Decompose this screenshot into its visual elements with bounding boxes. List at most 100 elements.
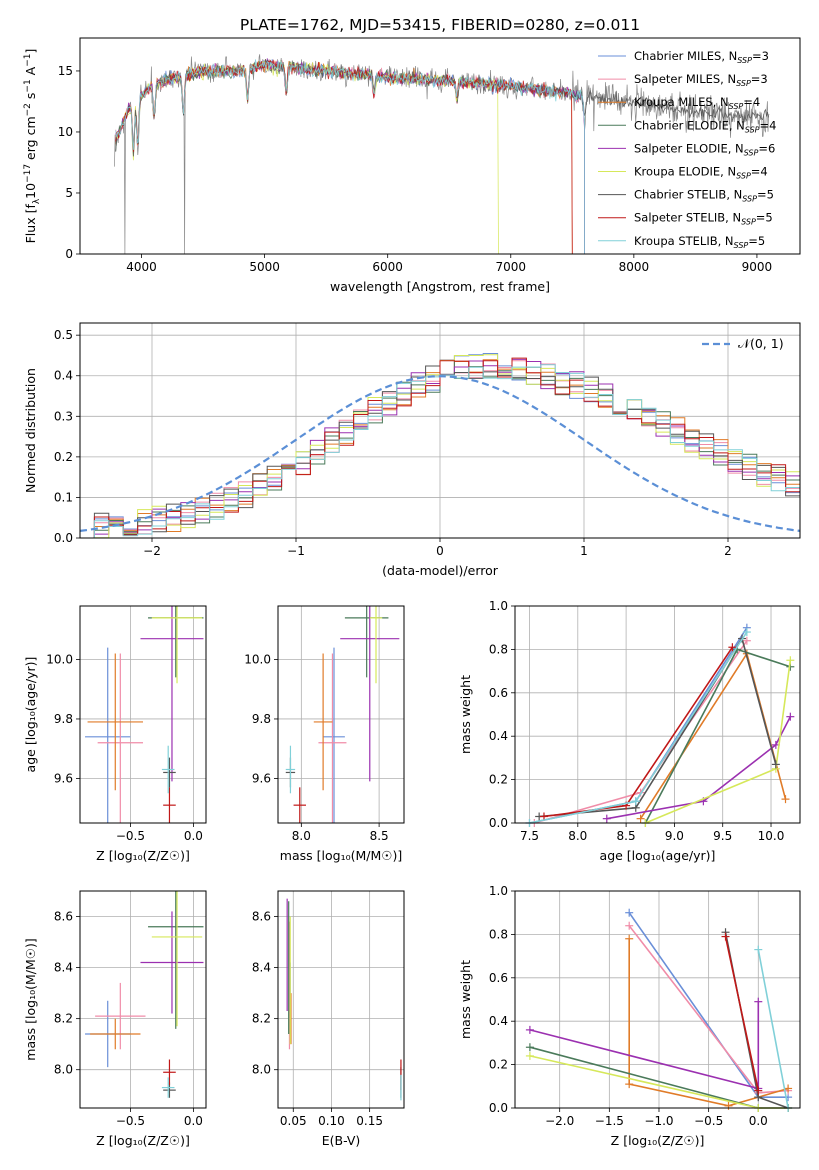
x-axis-label: Z [log₁₀(Z/Z☉)] — [611, 1133, 705, 1148]
legend-entry: Salpeter ELODIE, NSSP=6 — [634, 141, 775, 157]
y-tick-label: 8.6 — [54, 910, 73, 924]
y-tick-label: 8.4 — [54, 961, 73, 975]
y-axis-label: age [log₁₀(age/yr)] — [23, 657, 38, 773]
x-axis-label: Z [log₁₀(Z/Z☉)] — [96, 1133, 190, 1148]
errorbar-point — [163, 1059, 176, 1086]
weight-marker — [525, 1043, 534, 1052]
histograms — [80, 353, 800, 538]
x-tick-label: 0 — [436, 544, 444, 558]
spectrum-lines — [114, 54, 770, 254]
y-axis-label: Normed distribution — [23, 368, 38, 493]
weight-marker — [625, 908, 634, 917]
weight-marker — [786, 656, 795, 665]
x-tick-label: 0.15 — [356, 1114, 383, 1128]
x-tick-label: 0.0 — [749, 1114, 768, 1128]
errorbar-point — [161, 1077, 175, 1098]
errorbar-point — [148, 891, 204, 1029]
weight-marker — [721, 932, 730, 941]
x-tick-label: −1 — [287, 544, 305, 558]
y-tick-label: 8.2 — [54, 1012, 73, 1026]
x-tick-label: 7000 — [495, 260, 526, 274]
x-tick-label: −1.5 — [595, 1114, 624, 1128]
weight-lines — [525, 623, 795, 827]
age-vs-mass-panel: 8.0 8.5 9.6 9.8 10.0 mass [log₁₀(M/M☉)] — [244, 605, 405, 863]
histogram-step — [80, 357, 800, 538]
x-axis-label: (data-model)/error — [382, 563, 499, 578]
y-tick-label: 15 — [58, 64, 73, 78]
y-tick-label: 9.8 — [252, 712, 271, 726]
legend-entry: 𝒩(0, 1) — [738, 336, 784, 351]
weight-marker — [625, 934, 634, 943]
x-tick-label: 2 — [724, 544, 732, 558]
weight-marker — [771, 760, 780, 769]
x-tick-label: −2.0 — [545, 1114, 574, 1128]
weight-marker — [625, 921, 634, 930]
y-axis-label: Flux [fλ10−17 erg cm−2 s−1 A−1] — [23, 49, 42, 244]
y-tick-label: 10.0 — [244, 653, 271, 667]
y-tick-label: 0.3 — [54, 409, 73, 423]
y-tick-label: 9.6 — [252, 771, 271, 785]
x-axis-label: mass [log₁₀(M/M☉)] — [280, 848, 402, 863]
errorbars — [285, 606, 400, 823]
age-vs-Z-panel: −0.5 0.0 9.6 9.8 10.0 Z [log₁₀(Z/Z☉)] age [log… — [23, 605, 207, 863]
y-tick-label: 0.2 — [489, 1058, 508, 1072]
weight-marker — [631, 797, 640, 806]
y-tick-label: 0 — [65, 247, 73, 261]
axes-frame — [514, 605, 801, 824]
legend-entry: Chabrier ELODIE, NSSP=4 — [634, 118, 776, 134]
x-tick-label: 10.0 — [758, 829, 785, 843]
legend-entry: Chabrier STELIB, NSSP=5 — [634, 188, 774, 204]
residuals-panel: −2 −1 0 1 2 0.0 0.1 0.2 0.3 0.4 0.5 (data-model)/er… — [23, 322, 801, 578]
y-tick-label: 0.1 — [54, 490, 73, 504]
x-tick-label: 0.10 — [318, 1114, 345, 1128]
weight-series-line — [757, 949, 789, 1109]
weight-marker — [539, 812, 548, 821]
axes-frame — [79, 890, 207, 1109]
y-axis-label: mass weight — [458, 960, 473, 1039]
y-tick-label: 0.6 — [489, 686, 508, 700]
weight-marker — [754, 997, 763, 1006]
y-tick-label: 0.4 — [489, 729, 508, 743]
x-tick-label: 0.05 — [280, 1114, 307, 1128]
weight-marker — [742, 636, 751, 645]
y-tick-label: 8.2 — [252, 1012, 271, 1026]
plots: 4000 5000 6000 7000 8000 9000051015wavelength… — [23, 37, 801, 1148]
errorbar-point — [163, 787, 176, 823]
legend-entry: Salpeter MILES, NSSP=3 — [634, 72, 768, 88]
y-tick-label: 10 — [58, 125, 73, 139]
axes-frame — [277, 605, 405, 824]
y-tick-label: 0.2 — [489, 773, 508, 787]
axes-frame — [514, 890, 801, 1109]
y-tick-label: 1.0 — [489, 599, 508, 613]
x-tick-label: 1 — [580, 544, 588, 558]
y-axis-label: mass weight — [458, 675, 473, 754]
x-tick-label: 0.0 — [184, 829, 203, 843]
errorbar-point — [163, 757, 176, 788]
errorbar-point — [140, 911, 204, 1014]
y-tick-label: 8.4 — [252, 961, 271, 975]
errorbar-point — [151, 891, 203, 1027]
errorbar-point — [140, 606, 204, 782]
y-tick-label: 8.6 — [252, 910, 271, 924]
errorbars — [286, 898, 402, 1101]
x-tick-label: 7.5 — [520, 829, 539, 843]
y-tick-label: 0.0 — [54, 531, 73, 545]
legend-entry: Kroupa STELIB, NSSP=5 — [634, 234, 765, 250]
grid — [515, 890, 800, 1109]
axes-frame — [79, 37, 801, 255]
weight-marker — [742, 628, 751, 637]
grid — [278, 606, 404, 823]
grid — [515, 605, 800, 824]
errorbar-point — [313, 653, 333, 791]
weight-marker — [525, 1025, 534, 1034]
errorbar-point — [85, 647, 131, 823]
grid — [80, 606, 206, 823]
errorbars — [85, 891, 204, 1098]
x-tick-label: 0.0 — [184, 1114, 203, 1128]
weight-series-line — [606, 716, 792, 820]
x-tick-label: 4000 — [126, 260, 157, 274]
weight-vs-Z-panel: −2.0 −1.5 −1.0 −0.5 0.0 0.0 0.2 0.4 0.6 0.8 1.0 Z [… — [458, 884, 801, 1148]
weight-marker — [781, 795, 790, 804]
y-tick-label: 0.4 — [54, 369, 73, 383]
axes-frame — [79, 322, 801, 539]
